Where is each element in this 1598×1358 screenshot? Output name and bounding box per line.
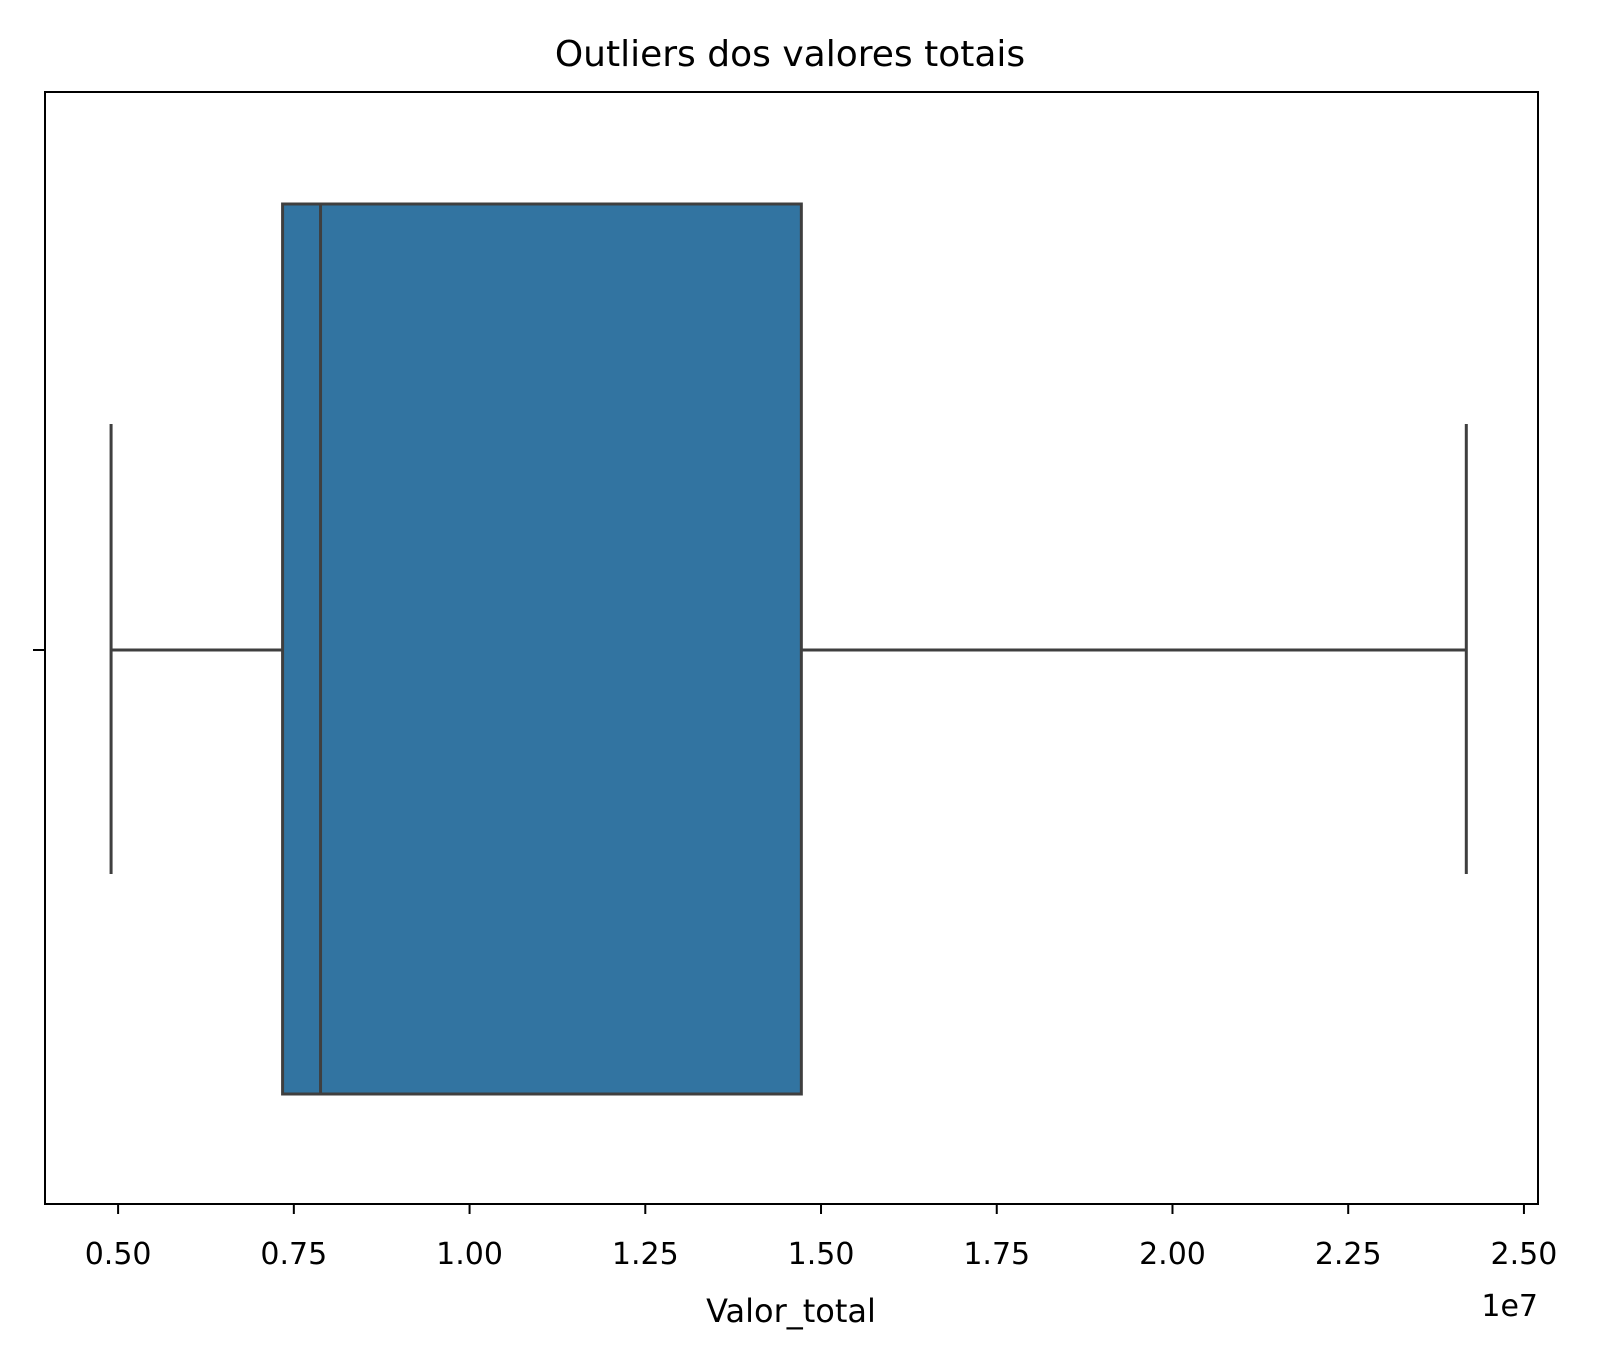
x-tick-label: 2.50 bbox=[1491, 1237, 1558, 1272]
x-axis-label: Valor_total bbox=[706, 1292, 876, 1330]
x-tick-label: 1.75 bbox=[963, 1237, 1030, 1272]
box-plot bbox=[109, 202, 1468, 1096]
x-axis-offset-text: 1e7 bbox=[1481, 1289, 1538, 1324]
axes-frame bbox=[44, 91, 1539, 1205]
x-tick-label: 1.25 bbox=[612, 1237, 679, 1272]
x-tick-label: 0.50 bbox=[85, 1237, 152, 1272]
x-tick-label: 0.75 bbox=[260, 1237, 327, 1272]
x-tick-label: 2.00 bbox=[1139, 1237, 1206, 1272]
interquartile-box bbox=[281, 202, 803, 1096]
x-tick-label: 1.50 bbox=[788, 1237, 855, 1272]
chart-title: Outliers dos valores totais bbox=[555, 34, 1025, 75]
x-tick-label: 1.00 bbox=[436, 1237, 503, 1272]
x-tick-label: 2.25 bbox=[1315, 1237, 1382, 1272]
x-axis-ticks: 0.50 0.75 1.00 1.25 1.50 1.75 2.00 2.25 2.50 bbox=[85, 1204, 1558, 1272]
